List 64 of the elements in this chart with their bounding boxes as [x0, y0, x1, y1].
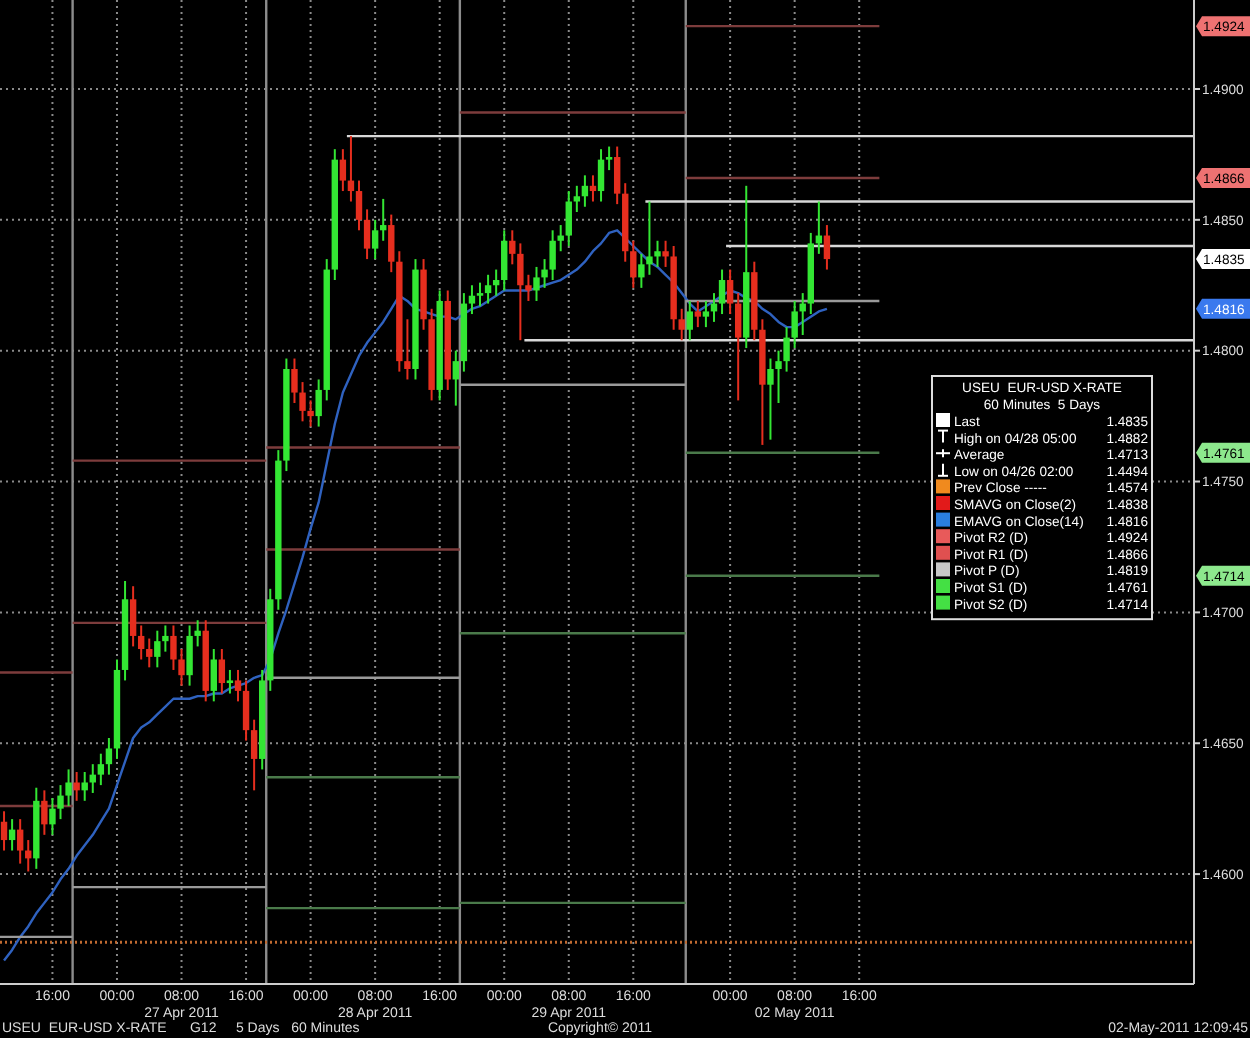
- candlestick: [41, 789, 48, 836]
- candlestick: [291, 357, 298, 405]
- candlestick: [81, 771, 88, 802]
- candlestick: [154, 629, 161, 669]
- candlestick: [476, 281, 484, 308]
- candlestick: [694, 299, 702, 329]
- candlestick: [549, 229, 556, 282]
- candlestick: [388, 213, 395, 274]
- candlestick: [468, 284, 476, 316]
- candlestick: [73, 771, 80, 802]
- candlestick: [8, 818, 16, 852]
- candlestick: [137, 624, 145, 661]
- candlestick: [218, 648, 226, 695]
- candlestick: [702, 299, 710, 329]
- candlestick: [533, 265, 540, 302]
- candlestick: [0, 810, 8, 852]
- candlestick: [484, 273, 492, 305]
- candlestick: [347, 135, 355, 203]
- candlestick: [517, 242, 524, 342]
- candlestick: [299, 381, 306, 423]
- candlestick: [234, 668, 242, 703]
- candlestick: [371, 218, 379, 261]
- candlestick: [678, 307, 685, 342]
- candlestick: [146, 637, 153, 669]
- candlestick: [170, 624, 177, 671]
- candlestick: [105, 737, 113, 776]
- candlestick: [767, 357, 774, 441]
- candlestick: [162, 624, 169, 653]
- candlestick: [363, 208, 371, 261]
- candlestick: [242, 679, 250, 742]
- candlestick: [734, 292, 742, 402]
- candlestick: [355, 179, 363, 232]
- candlestick: [16, 818, 24, 865]
- candlestick: [315, 378, 322, 428]
- candlestick: [210, 648, 217, 703]
- candlestick: [509, 229, 516, 266]
- candlestick: [726, 268, 734, 316]
- candlestick: [686, 299, 693, 342]
- candlestick: [581, 174, 589, 208]
- candlestick: [654, 239, 661, 268]
- candlestick: [501, 229, 508, 292]
- candlestick: [339, 148, 347, 193]
- candlestick: [718, 268, 726, 316]
- candlestick: [380, 197, 387, 242]
- candlestick: [823, 224, 831, 271]
- candlestick: [605, 145, 613, 172]
- candlestick: [613, 145, 621, 206]
- candlestick: [452, 349, 460, 407]
- candlestick: [630, 239, 637, 289]
- candlestick: [49, 797, 56, 836]
- candlestick: [178, 648, 185, 687]
- candlestick: [186, 624, 193, 687]
- candlestick: [57, 784, 64, 821]
- candlestick: [597, 148, 605, 203]
- candlestick: [573, 184, 581, 213]
- candlestick: [129, 585, 137, 648]
- candlestick: [97, 752, 105, 787]
- candlestick: [589, 174, 597, 203]
- line-series: [2, 229, 829, 962]
- candlestick: [250, 718, 258, 792]
- candlestick: [646, 200, 653, 276]
- candlestick: [492, 268, 500, 297]
- candlestick: [226, 668, 234, 695]
- candlestick: [565, 190, 572, 247]
